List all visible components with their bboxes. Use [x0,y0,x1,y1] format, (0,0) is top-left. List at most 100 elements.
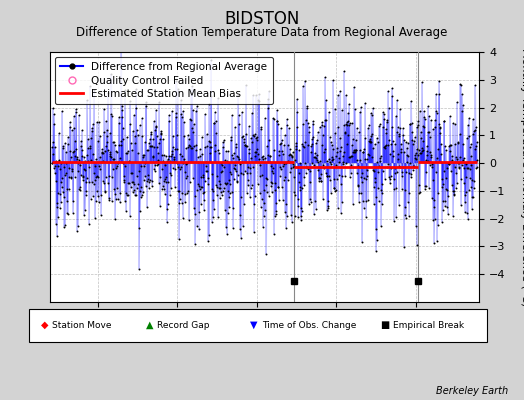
Point [70,138,79,144]
Point [181,191,189,197]
Point [308,118,316,125]
Point [242,143,250,150]
Text: ▼: ▼ [250,320,258,330]
Point [118,106,126,113]
Point [389,138,397,144]
Point [461,174,470,180]
Point [60,222,69,228]
Point [160,178,168,184]
Point [140,177,148,183]
Point [227,136,235,143]
Point [188,145,196,151]
Point [443,165,451,171]
Point [470,185,478,192]
Point [227,171,235,177]
Point [471,126,479,133]
Point [145,179,153,186]
Point [322,158,331,164]
Point [171,109,180,116]
Point [215,150,223,156]
Point [176,196,184,202]
Point [412,150,421,156]
Point [435,121,443,128]
Point [183,144,192,150]
Point [455,164,463,171]
Point [310,211,318,218]
Point [265,193,273,199]
Point [230,165,238,171]
Point [196,184,205,190]
Point [159,157,168,164]
Point [393,97,401,103]
Point [396,125,404,132]
Point [278,184,286,190]
Point [356,147,365,153]
Point [157,130,165,137]
Point [193,102,201,109]
Point [423,103,432,110]
Point [86,156,95,163]
Point [164,156,172,162]
Point [401,212,409,218]
Point [341,129,350,136]
Point [319,162,327,168]
Point [237,109,246,116]
Point [445,148,454,154]
Point [171,166,179,172]
Point [335,148,344,154]
Point [395,131,403,137]
Point [102,118,110,124]
Point [258,172,266,178]
Point [57,160,66,166]
Point [410,138,419,144]
Point [186,143,194,150]
Point [51,144,59,150]
Point [365,139,374,145]
Point [126,98,134,104]
Point [231,166,239,172]
Point [237,194,245,200]
Point [256,173,264,180]
Point [332,153,341,160]
Point [162,179,170,186]
Point [349,136,357,142]
Point [146,177,154,183]
Point [215,181,224,187]
Point [320,116,329,123]
Point [323,207,332,213]
Point [372,226,380,232]
Point [118,125,127,132]
Point [152,107,160,114]
Point [220,164,228,171]
Point [238,159,246,166]
Point [75,162,84,168]
Point [279,150,287,157]
Point [75,112,83,118]
Point [210,120,219,126]
Point [421,183,430,190]
Point [354,182,362,188]
Point [390,218,398,224]
Point [391,185,400,191]
Point [201,144,209,150]
Point [97,150,106,156]
Point [302,170,310,176]
Point [309,154,318,161]
Point [321,146,330,152]
Point [183,160,192,166]
Point [202,163,210,170]
Point [304,166,312,172]
Point [292,146,300,152]
Point [367,131,376,137]
Point [270,146,278,153]
Point [375,198,383,204]
Point [282,160,290,166]
Point [122,208,130,215]
Point [325,172,333,179]
Point [160,152,168,158]
Point [422,169,431,175]
Point [191,211,199,218]
Point [214,146,222,153]
Point [289,174,298,180]
Point [302,164,310,170]
